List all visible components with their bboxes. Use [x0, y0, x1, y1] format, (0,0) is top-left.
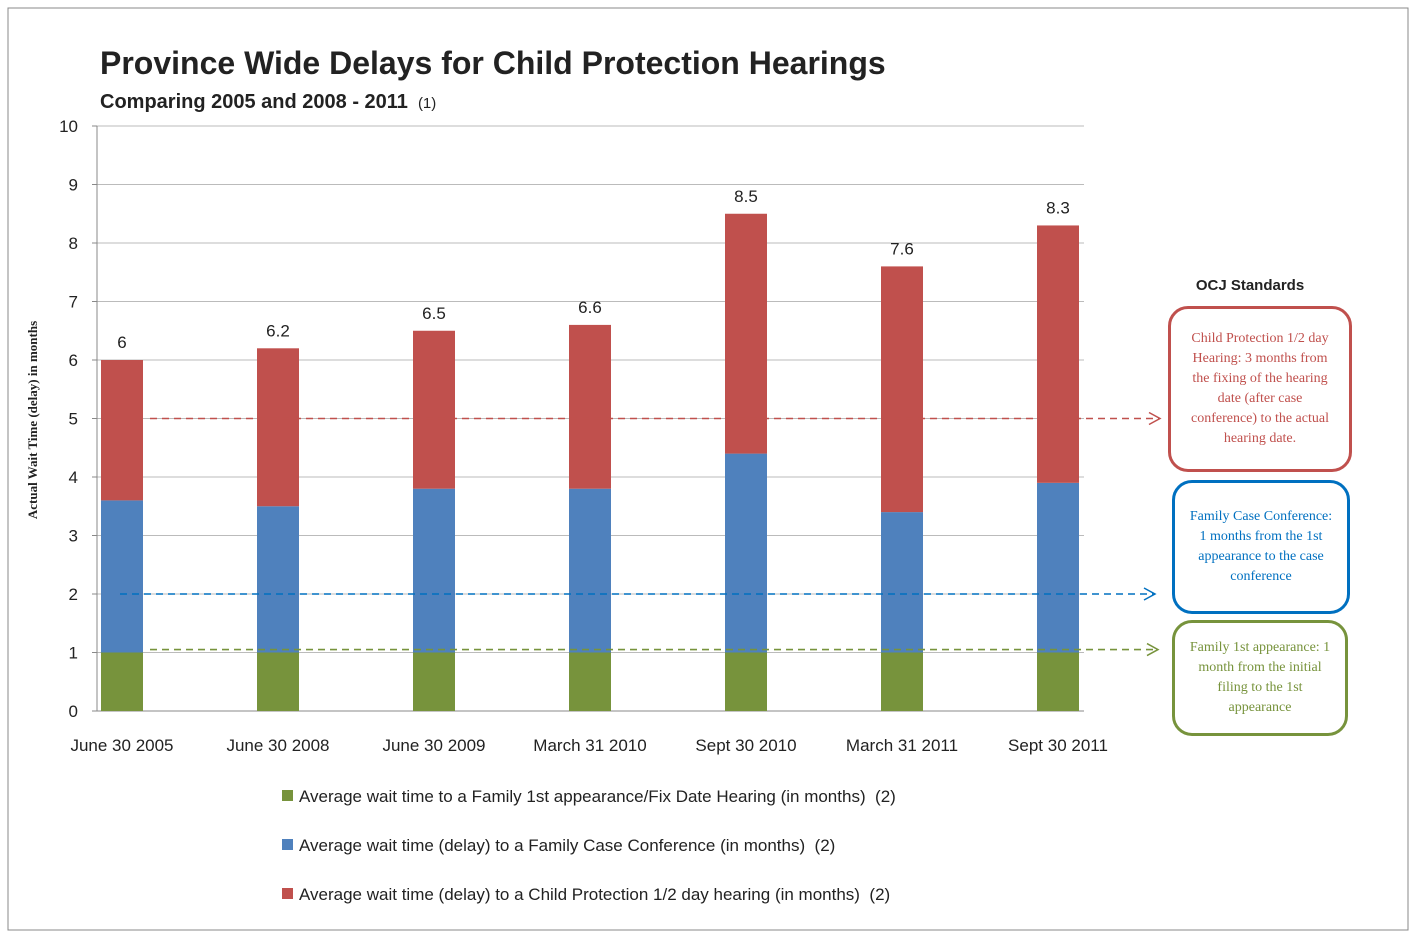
x-tick-label: June 30 2009: [382, 736, 485, 755]
chart-subtitle: Comparing 2005 and 2008 - 2011 (1): [100, 91, 436, 113]
y-tick-label: 1: [69, 644, 78, 663]
y-tick-label: 4: [69, 468, 78, 487]
x-tick-label: March 31 2011: [846, 736, 958, 755]
bar-segment: [569, 652, 611, 711]
x-tick-label: June 30 2008: [226, 736, 329, 755]
bar-segment: [101, 500, 143, 653]
total-label: 8.3: [1046, 198, 1070, 217]
x-tick-label: June 30 2005: [70, 736, 173, 755]
bar-segment: [881, 512, 923, 653]
legend-label: Average wait time (delay) to a Child Pro…: [299, 885, 890, 904]
bar-segment: [101, 360, 143, 501]
y-tick-label: 2: [69, 585, 78, 604]
bar-segment: [569, 324, 611, 489]
y-tick-label: 10: [59, 117, 78, 136]
standards-title: OCJ Standards: [1196, 277, 1304, 294]
y-tick-label: 5: [69, 410, 78, 429]
legend-label: Average wait time to a Family 1st appear…: [299, 787, 896, 806]
subtitle: Comparing 2005 and 2008 - 2011: [100, 91, 408, 113]
frame: [7, 7, 1409, 931]
x-tick-label: Sept 30 2011: [1008, 736, 1108, 755]
y-tick-label: 7: [69, 293, 78, 312]
legend-label: Average wait time (delay) to a Family Ca…: [299, 836, 835, 855]
standard-box: Family Case Conference: 1 months from th…: [1172, 480, 1350, 614]
bar-segment: [257, 348, 299, 507]
total-label: 6: [117, 333, 126, 352]
y-tick-label: 6: [69, 351, 78, 370]
chart-title: Province Wide Delays for Child Protectio…: [100, 45, 886, 81]
y-tick-label: 3: [69, 527, 78, 546]
bar-segment: [881, 652, 923, 711]
bar-segment: [1037, 482, 1079, 653]
total-label: 7.6: [890, 239, 914, 258]
legend-swatch: [282, 839, 293, 850]
bar-segment: [101, 652, 143, 711]
bar-segment: [569, 488, 611, 653]
y-axis-label: Actual Wait Time (delay) in months: [25, 321, 40, 519]
bar-segment: [725, 453, 767, 653]
bar-segment: [725, 213, 767, 454]
x-tick-label: March 31 2010: [533, 736, 646, 755]
legend-swatch: [282, 790, 293, 801]
y-tick-label: 8: [69, 234, 78, 253]
bar-segment: [1037, 652, 1079, 711]
bar-segment: [257, 506, 299, 653]
bar-segment: [881, 266, 923, 513]
standard-box: Child Protection 1/2 day Hearing: 3 mont…: [1168, 306, 1352, 472]
total-label: 8.5: [734, 187, 758, 206]
legend-swatch: [282, 888, 293, 899]
bar-segment: [725, 652, 767, 711]
y-tick-label: 0: [69, 702, 78, 721]
bar-segment: [413, 330, 455, 489]
standard-box: Family 1st appearance: 1 month from the …: [1172, 620, 1348, 736]
subtitle-note: (1): [418, 95, 436, 112]
bar-segment: [1037, 225, 1079, 483]
bar-segment: [413, 652, 455, 711]
y-tick-label: 9: [69, 176, 78, 195]
bar-segment: [257, 652, 299, 711]
total-label: 6.5: [422, 304, 446, 323]
total-label: 6.6: [578, 298, 602, 317]
total-label: 6.2: [266, 321, 290, 340]
x-tick-label: Sept 30 2010: [695, 736, 796, 755]
bar-segment: [413, 488, 455, 653]
